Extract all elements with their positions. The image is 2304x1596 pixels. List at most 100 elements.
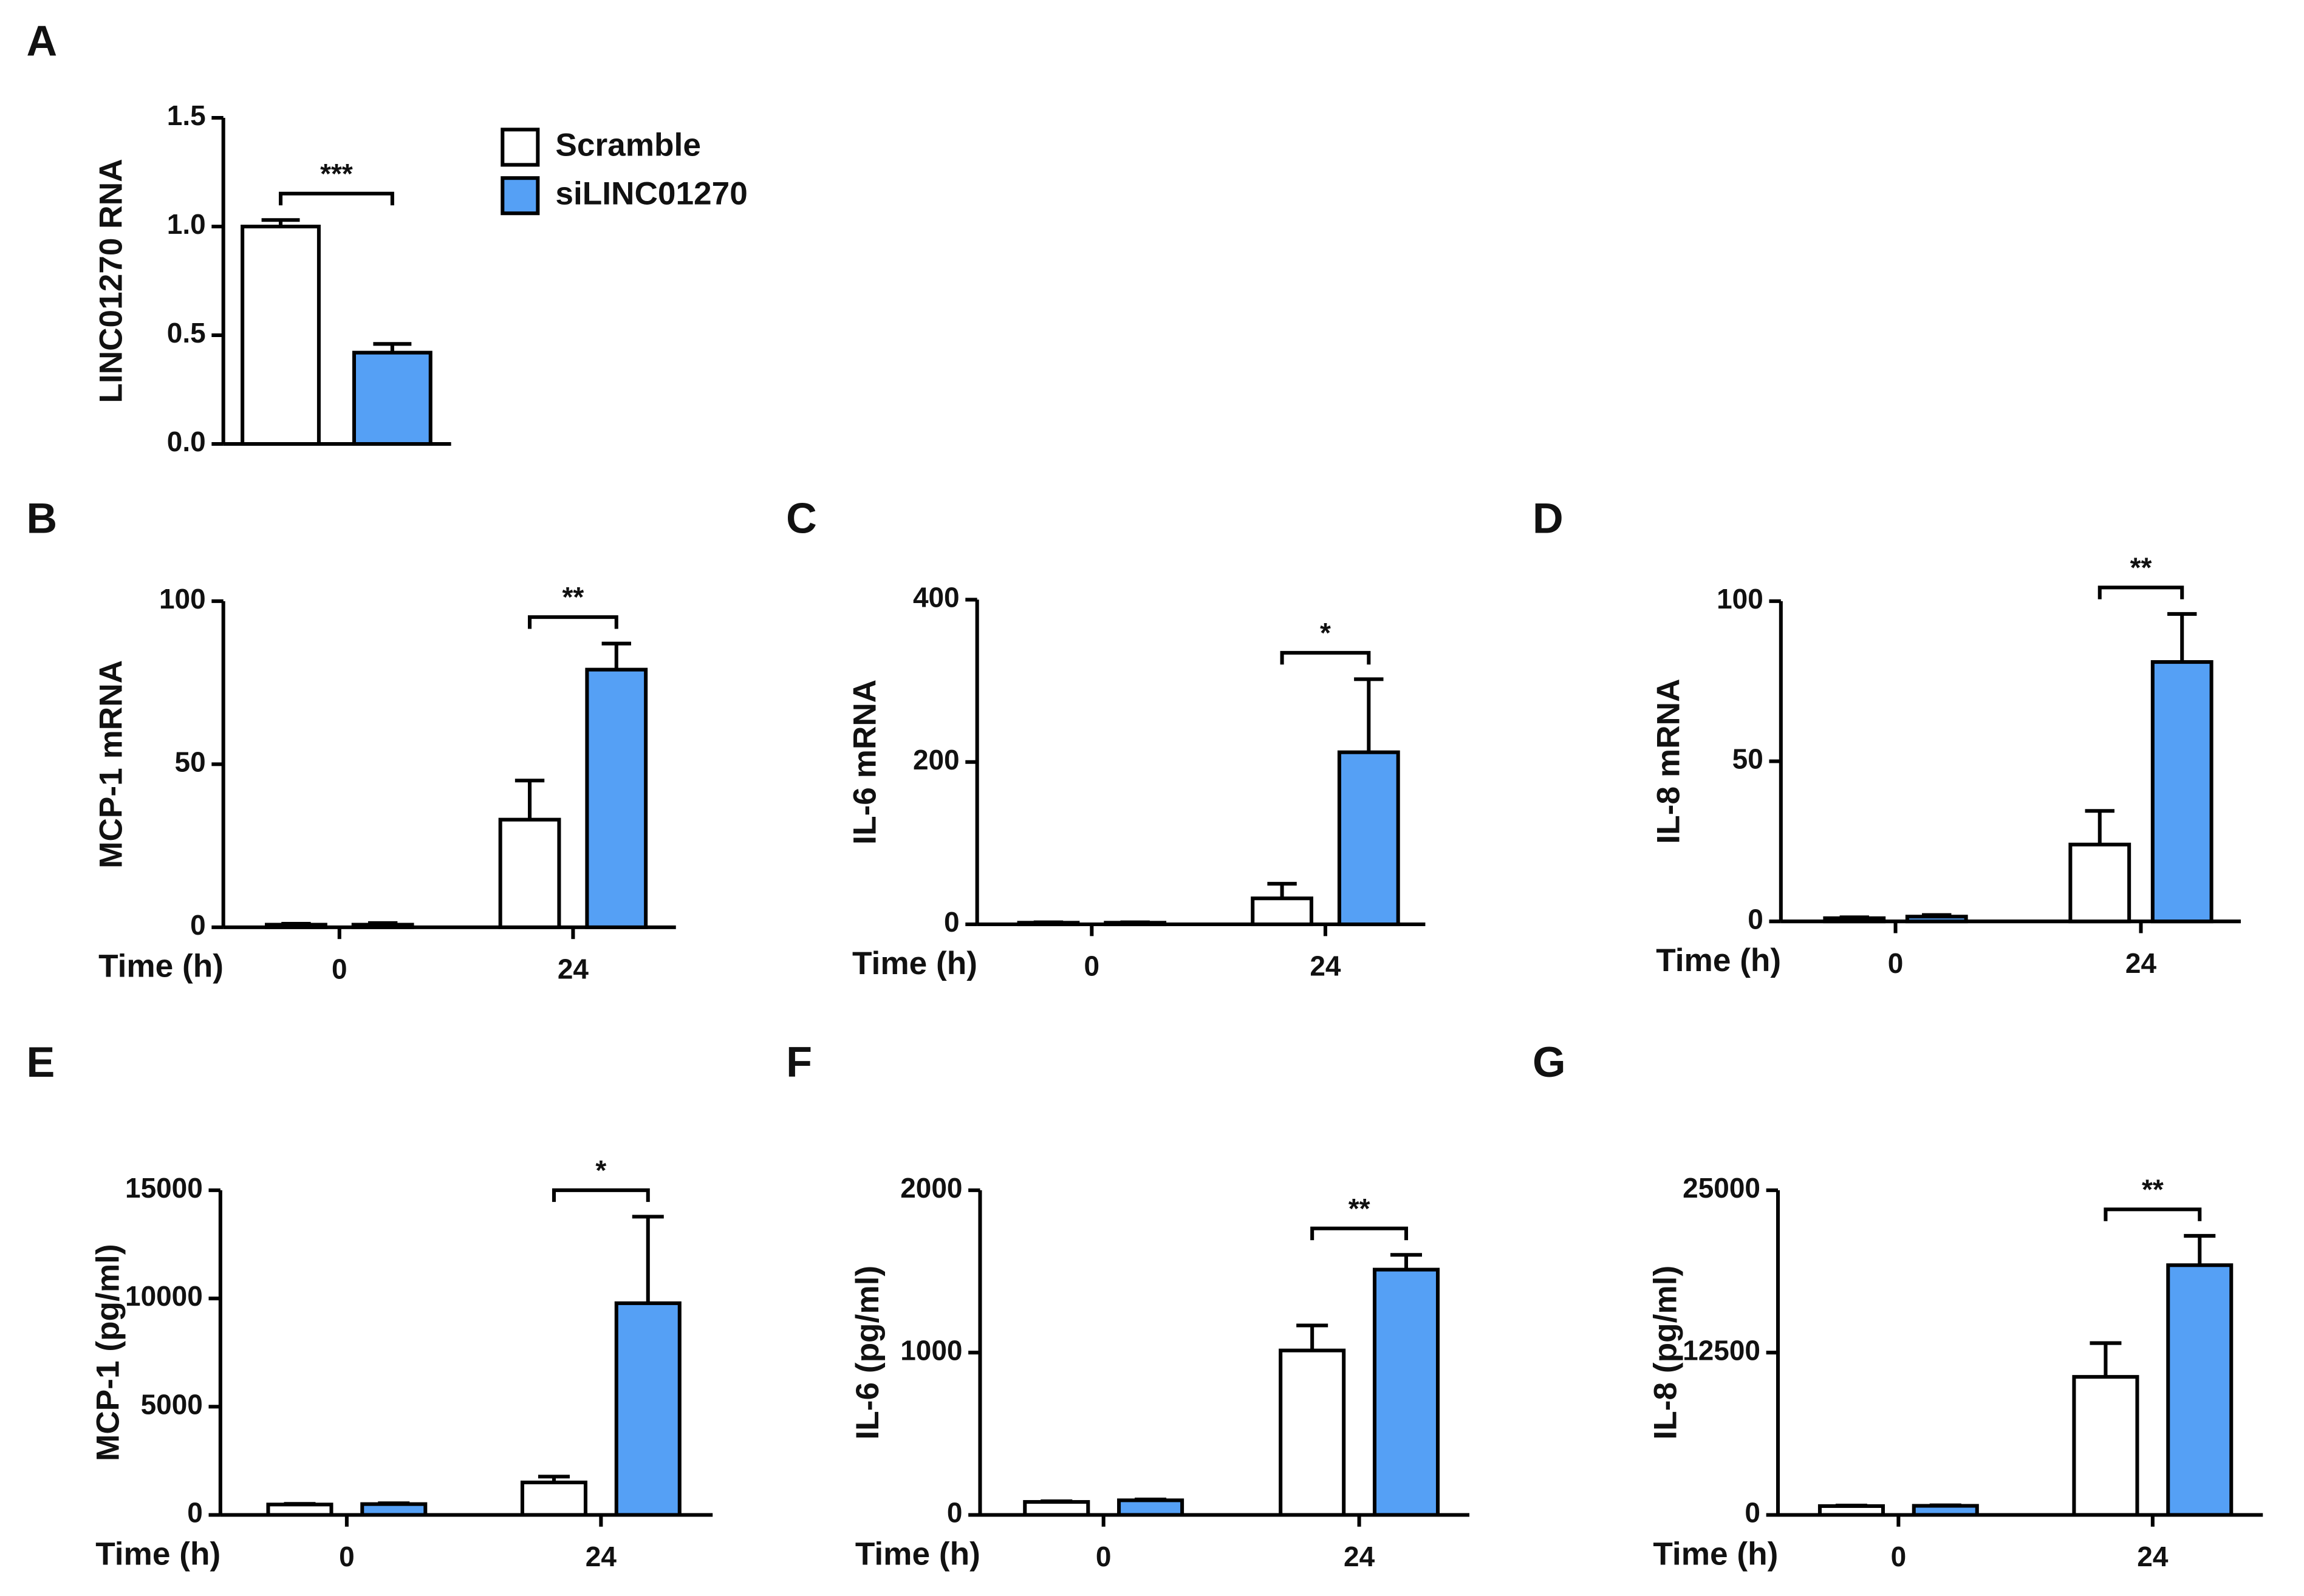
x-tick-label: 0 xyxy=(1888,947,1904,979)
y-axis-label: LINC01270 RNA xyxy=(93,159,129,403)
y-tick-label: 0 xyxy=(1748,903,1763,935)
panel-label: G xyxy=(1533,1038,1566,1086)
bar xyxy=(351,922,414,929)
significance-bracket xyxy=(552,1188,650,1202)
x-axis-label: Time (h) xyxy=(98,949,224,984)
y-axis-label: IL-6 mRNA xyxy=(847,680,883,845)
bar xyxy=(1337,750,1400,927)
x-axis-label: Time (h) xyxy=(852,946,977,981)
y-tick-label: 15000 xyxy=(125,1172,203,1204)
y-tick-label: 100 xyxy=(159,583,206,615)
bar xyxy=(1372,1267,1440,1517)
x-tick-label: 0 xyxy=(339,1541,355,1572)
bar xyxy=(241,224,321,446)
x-tick-label: 24 xyxy=(1310,950,1341,982)
bar xyxy=(1823,916,1886,924)
panel-label: F xyxy=(786,1038,812,1086)
x-tick-label: 0 xyxy=(1096,1541,1112,1572)
bar xyxy=(360,1502,428,1517)
y-tick-label: 50 xyxy=(1732,743,1763,775)
x-tick-label: 0 xyxy=(332,953,347,985)
bar xyxy=(1104,921,1167,927)
legend-label: Scramble xyxy=(555,127,701,163)
bar xyxy=(585,667,648,929)
y-tick-label: 0.0 xyxy=(167,426,206,457)
x-tick-label: 24 xyxy=(2137,1541,2169,1572)
significance-label: ** xyxy=(2130,552,2152,584)
bar xyxy=(2150,660,2213,924)
significance-label: *** xyxy=(320,158,353,189)
bar xyxy=(2166,1263,2234,1517)
bar xyxy=(498,817,561,929)
y-tick-label: 50 xyxy=(175,746,206,778)
bar xyxy=(1117,1498,1184,1517)
panel-label: B xyxy=(27,494,58,542)
y-axis-label: IL-8 (pg/ml) xyxy=(1648,1266,1684,1440)
y-tick-label: 10000 xyxy=(125,1280,203,1312)
y-tick-label: 1000 xyxy=(900,1334,962,1366)
y-tick-label: 0 xyxy=(190,909,206,941)
y-tick-label: 400 xyxy=(913,582,960,613)
y-tick-label: 0 xyxy=(1745,1497,1760,1529)
legend-label: siLINC01270 xyxy=(555,176,747,211)
y-tick-label: 0 xyxy=(944,906,960,938)
y-tick-label: 0 xyxy=(187,1497,203,1529)
y-tick-label: 100 xyxy=(1717,583,1763,615)
bar xyxy=(1023,1500,1090,1517)
x-tick-label: 24 xyxy=(1344,1541,1375,1572)
y-axis-label: IL-6 (pg/ml) xyxy=(850,1266,886,1440)
significance-bracket xyxy=(528,615,618,629)
significance-bracket xyxy=(1280,650,1371,665)
significance-label: ** xyxy=(562,581,584,613)
significance-label: * xyxy=(1320,617,1331,649)
significance-label: * xyxy=(595,1154,606,1186)
bar xyxy=(2072,1375,2139,1517)
x-tick-label: 24 xyxy=(2125,947,2157,979)
bar xyxy=(1905,915,1968,924)
panel-label: A xyxy=(27,17,58,65)
y-tick-label: 12500 xyxy=(1683,1334,1760,1366)
bar xyxy=(520,1480,587,1517)
y-axis-label: MCP-1 (pg/ml) xyxy=(90,1244,126,1461)
legend-swatch xyxy=(501,128,540,167)
significance-label: ** xyxy=(1349,1193,1370,1224)
bar xyxy=(1251,896,1313,927)
x-tick-label: 0 xyxy=(1891,1541,1907,1572)
x-axis-label: Time (h) xyxy=(1656,943,1781,978)
bar xyxy=(614,1301,682,1517)
x-tick-label: 24 xyxy=(558,953,589,985)
x-axis-label: Time (h) xyxy=(1653,1536,1778,1572)
y-tick-label: 0 xyxy=(947,1497,963,1529)
y-tick-label: 200 xyxy=(913,744,960,776)
legend-swatch xyxy=(501,176,540,216)
bar xyxy=(2068,842,2131,924)
x-tick-label: 24 xyxy=(586,1541,617,1572)
x-axis-label: Time (h) xyxy=(855,1536,980,1572)
x-tick-label: 0 xyxy=(1084,950,1100,982)
bar xyxy=(1912,1504,1979,1517)
significance-bracket xyxy=(2104,1207,2202,1221)
bar xyxy=(1817,1504,1885,1517)
bar xyxy=(1279,1348,1346,1517)
y-tick-label: 2000 xyxy=(900,1172,962,1204)
significance-bracket xyxy=(2097,585,2184,599)
panel-label: C xyxy=(786,494,817,542)
significance-bracket xyxy=(1310,1226,1409,1241)
y-tick-label: 5000 xyxy=(141,1388,203,1420)
x-axis-label: Time (h) xyxy=(95,1536,220,1572)
bar xyxy=(266,1502,333,1517)
significance-label: ** xyxy=(2142,1174,2164,1206)
y-axis-label: IL-8 mRNA xyxy=(1650,679,1686,844)
y-tick-label: 25000 xyxy=(1683,1172,1760,1204)
y-tick-label: 1.5 xyxy=(167,100,206,131)
y-axis-label: MCP-1 mRNA xyxy=(93,660,129,868)
bar xyxy=(1017,921,1080,927)
y-tick-label: 1.0 xyxy=(167,208,206,240)
bar xyxy=(352,350,432,446)
y-tick-label: 0.5 xyxy=(167,317,206,349)
significance-bracket xyxy=(279,191,394,206)
bar xyxy=(265,922,327,929)
panel-label: E xyxy=(27,1038,55,1086)
panel-label: D xyxy=(1533,494,1564,542)
